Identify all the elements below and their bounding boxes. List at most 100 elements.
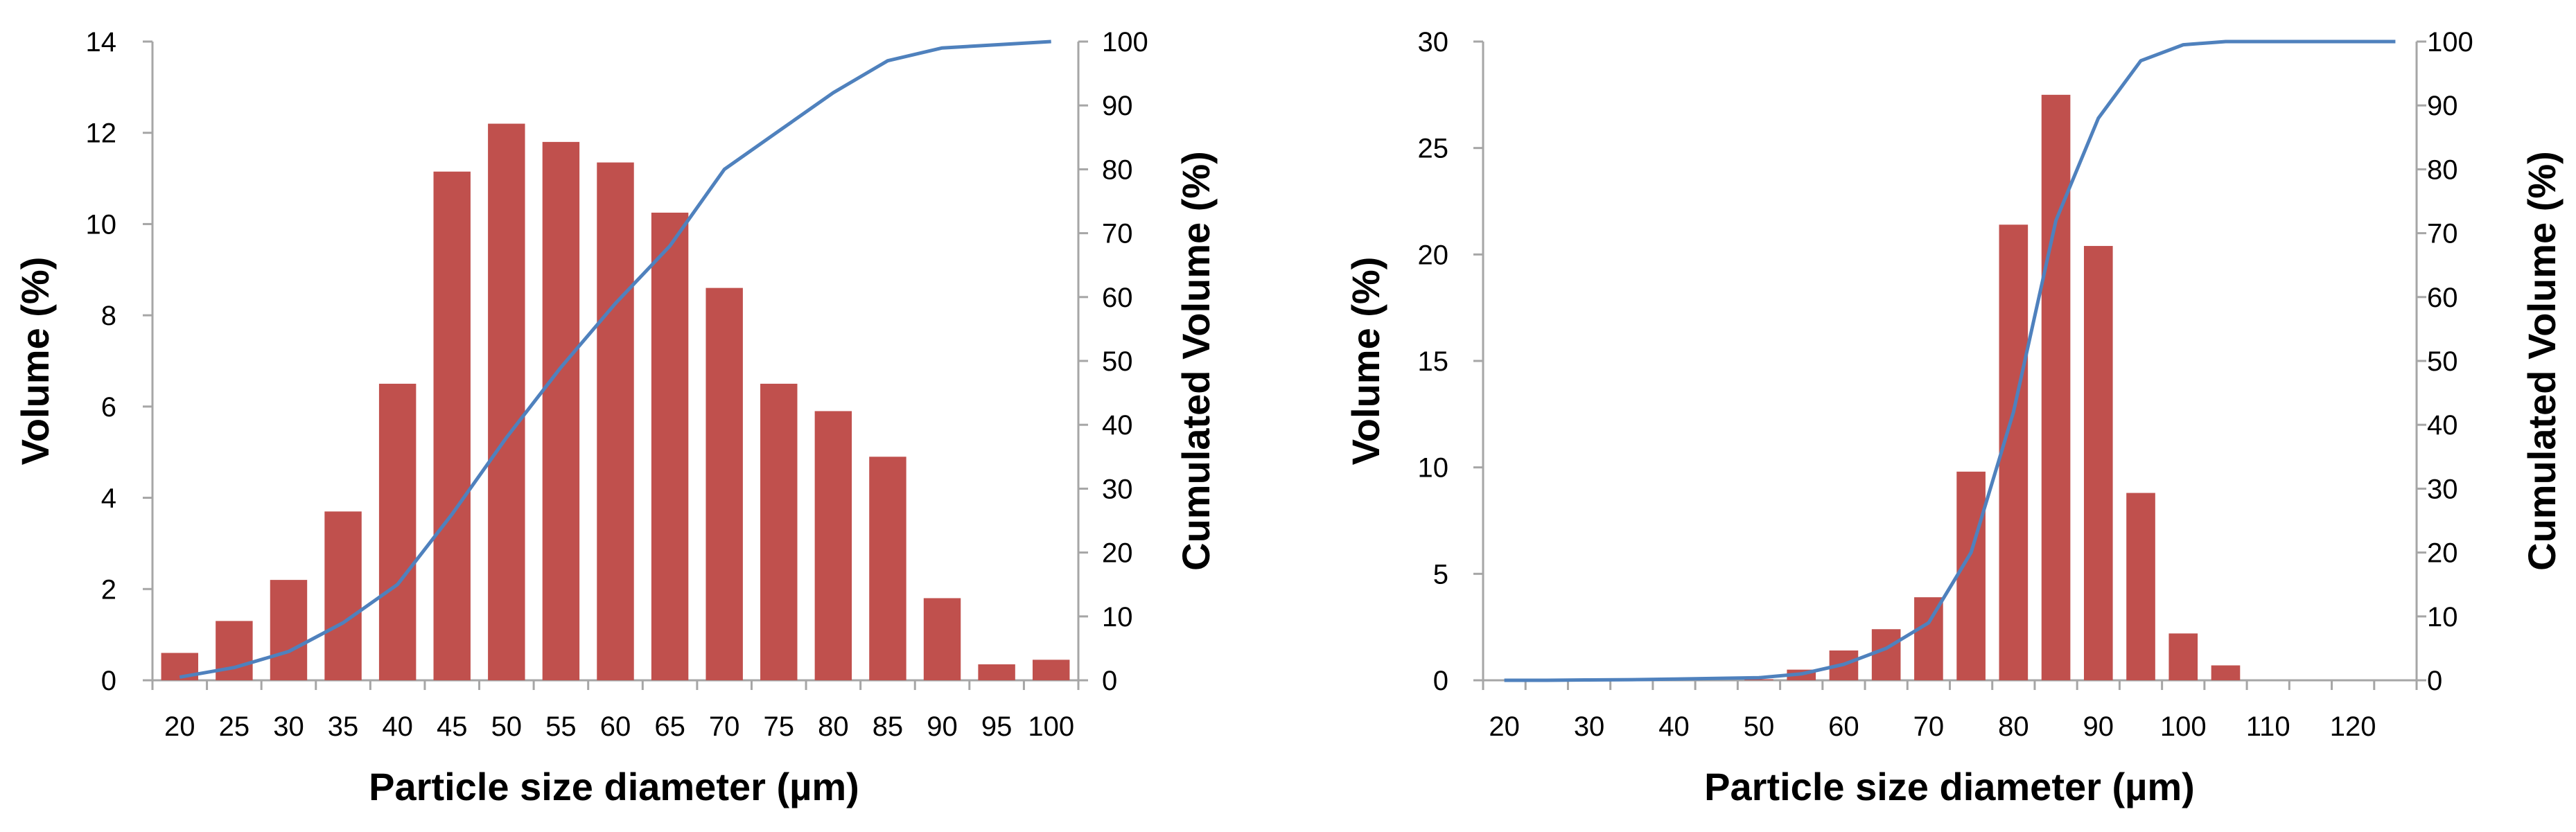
bar	[760, 383, 798, 680]
y-tick-label: 4	[101, 484, 116, 514]
x-tick-label: 35	[328, 711, 359, 742]
bar	[1999, 224, 2029, 681]
y-tick-label: 8	[101, 301, 116, 331]
y-axis-title: Volume (%)	[13, 257, 57, 466]
x-tick-label: 80	[1998, 711, 2029, 742]
bar	[2211, 665, 2241, 680]
x-tick-label: 45	[437, 711, 468, 742]
y2-tick-label: 80	[1102, 154, 1133, 185]
y-tick-label: 25	[1418, 134, 1449, 164]
bar	[1744, 679, 1773, 680]
y2-tick-label: 50	[1102, 346, 1133, 377]
bar	[1032, 660, 1070, 680]
y2-tick-label: 0	[1102, 666, 1117, 696]
bar	[270, 580, 308, 680]
x-tick-label: 100	[2160, 711, 2207, 742]
x-tick-label: 75	[764, 711, 795, 742]
x-tick-label: 60	[600, 711, 631, 742]
bar	[651, 212, 689, 680]
bar	[2041, 94, 2071, 681]
bar	[1914, 597, 1943, 680]
y2-tick-label: 50	[2427, 346, 2458, 377]
bar	[923, 598, 961, 680]
y-axis-title: Volume (%)	[1344, 257, 1387, 466]
x-tick-label: 20	[164, 711, 195, 742]
cumulative-line	[1504, 39, 2396, 682]
y-tick-label: 0	[101, 666, 116, 696]
y2-tick-label: 10	[2427, 602, 2458, 632]
bar	[2168, 633, 2198, 680]
bar	[542, 141, 580, 680]
y2-axis-title: Cumulated Volume (%)	[2520, 151, 2564, 571]
x-axis-title: Particle size diameter (µm)	[1704, 765, 2195, 808]
bar	[706, 287, 743, 681]
y2-tick-label: 40	[1102, 410, 1133, 441]
bar	[2083, 246, 2113, 680]
y2-tick-label: 30	[2427, 474, 2458, 504]
chart-left: 0 2 4 6 8 10 12 14 0 10 20 30 40 50 60 70 80 90 100 20 25 30 3…	[13, 27, 1218, 808]
y2-tick-label: 70	[1102, 219, 1133, 249]
bar	[488, 123, 525, 681]
bar	[378, 383, 417, 680]
bar	[2126, 493, 2155, 680]
x-tick-label: 90	[927, 711, 958, 742]
y-tick-label: 10	[86, 209, 117, 240]
y2-tick-label: 60	[1102, 283, 1133, 313]
y-tick-label: 20	[1418, 240, 1449, 270]
x-tick-label: 50	[1744, 711, 1775, 742]
x-tick-label: 40	[382, 711, 413, 742]
x-tick-label: 120	[2330, 711, 2376, 742]
bar	[324, 511, 362, 680]
y2-tick-label: 40	[2427, 410, 2458, 441]
y2-tick-label: 20	[1102, 538, 1133, 569]
bar	[869, 457, 906, 680]
x-tick-label: 60	[1828, 711, 1859, 742]
bar	[433, 171, 471, 680]
x-tick-label: 85	[873, 711, 904, 742]
y-tick-label: 6	[101, 392, 116, 423]
x-axis-title: Particle size diameter (µm)	[369, 765, 859, 808]
y2-tick-label: 70	[2427, 219, 2458, 249]
x-tick-label: 70	[1913, 711, 1945, 742]
y-tick-label: 10	[1418, 453, 1449, 484]
x-tick-label: 30	[1574, 711, 1605, 742]
y2-tick-label: 100	[2427, 27, 2473, 57]
cumulative-line	[179, 39, 1051, 679]
y2-tick-label: 20	[2427, 538, 2458, 569]
bar	[814, 411, 852, 680]
x-tick-label: 20	[1489, 711, 1520, 742]
x-tick-label: 25	[219, 711, 250, 742]
y-tick-label: 30	[1418, 27, 1449, 57]
y-tick-label: 15	[1418, 346, 1449, 377]
x-tick-label: 95	[981, 711, 1013, 742]
y-tick-label: 14	[86, 27, 117, 57]
y-tick-label: 5	[1433, 559, 1448, 590]
y-tick-label: 12	[86, 118, 117, 149]
y-tick-label: 2	[101, 574, 116, 605]
x-tick-label: 100	[1028, 711, 1074, 742]
bar	[1871, 629, 1901, 680]
y2-tick-label: 60	[2427, 283, 2458, 313]
chart-right: 0 5 10 15 20 25 30 0 10 20 30 40 50 60 70 80 90 100 20 30 40…	[1344, 27, 2564, 808]
x-tick-label: 110	[2246, 711, 2290, 742]
y2-tick-label: 10	[1102, 602, 1133, 632]
y2-tick-label: 80	[2427, 154, 2458, 185]
y2-axis-title: Cumulated Volume (%)	[1174, 151, 1218, 571]
x-tick-label: 90	[2083, 711, 2114, 742]
bar	[1956, 471, 1986, 680]
x-tick-label: 50	[491, 711, 523, 742]
x-tick-label: 80	[818, 711, 849, 742]
x-tick-label: 55	[545, 711, 577, 742]
x-tick-label: 30	[273, 711, 304, 742]
y-tick-label: 0	[1433, 666, 1448, 696]
y2-tick-label: 0	[2427, 666, 2442, 696]
x-tick-label: 70	[709, 711, 740, 742]
y2-tick-label: 90	[1102, 91, 1133, 121]
y2-tick-label: 90	[2427, 91, 2458, 121]
bar	[597, 162, 634, 680]
y2-tick-label: 30	[1102, 474, 1133, 504]
bar	[978, 664, 1015, 680]
x-tick-label: 40	[1658, 711, 1690, 742]
